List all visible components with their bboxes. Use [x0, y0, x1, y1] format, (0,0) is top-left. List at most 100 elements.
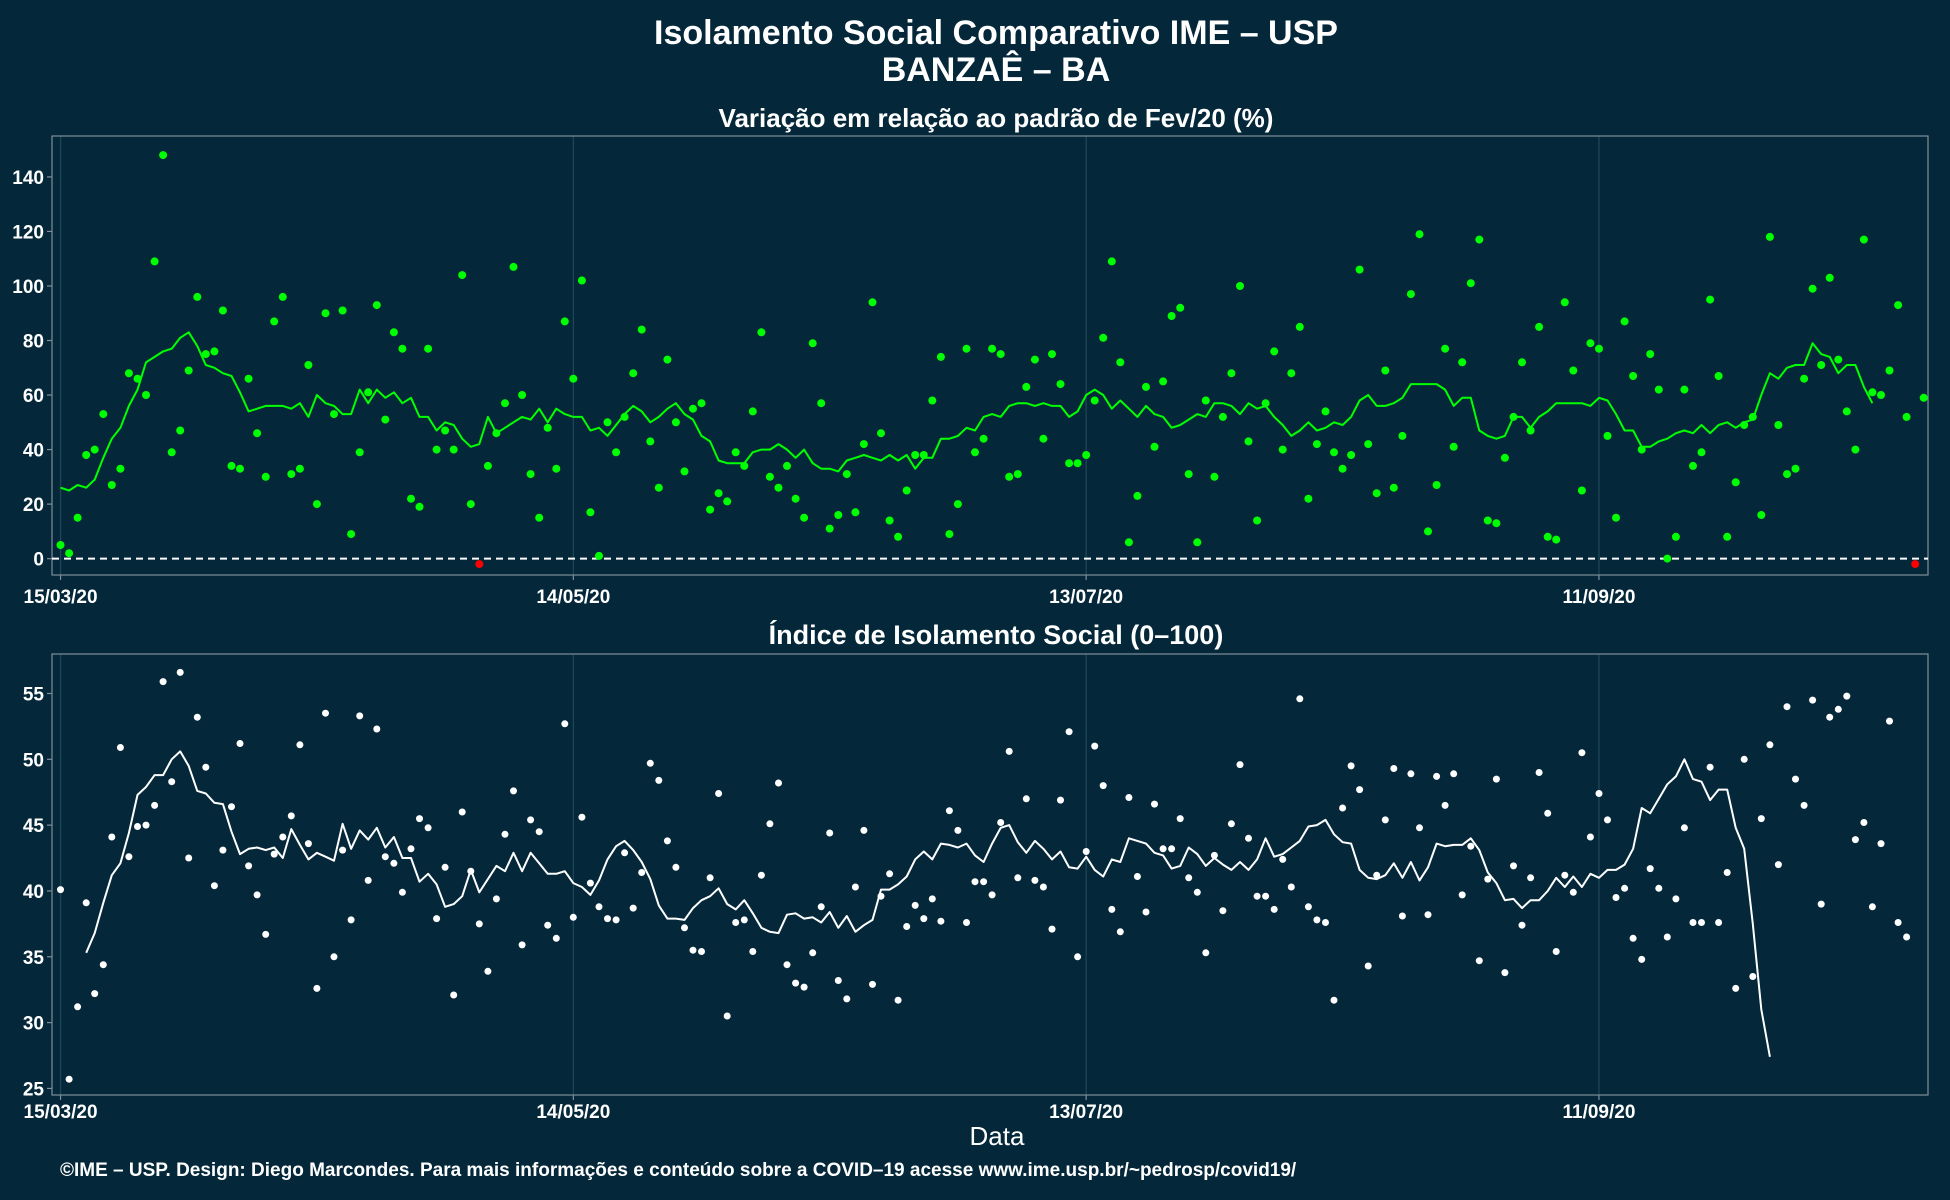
data-point: [1124, 538, 1133, 547]
data-point: [185, 854, 193, 862]
data-point: [458, 808, 466, 816]
data-point: [1082, 848, 1090, 855]
data-point: [150, 257, 159, 266]
data-point: [1612, 513, 1620, 522]
data-point: [612, 916, 620, 924]
panel-title: Variação em relação ao padrão de Fev/20 …: [719, 103, 1274, 133]
data-point: [372, 301, 381, 310]
y-tick-label: 80: [23, 332, 44, 353]
data-point: [398, 888, 406, 896]
data-point: [681, 924, 688, 932]
data-point: [894, 532, 903, 541]
data-point: [1792, 775, 1799, 783]
data-point: [74, 1003, 82, 1011]
data-point: [1381, 816, 1389, 824]
data-point: [492, 895, 500, 903]
data-point: [1244, 437, 1253, 446]
data-point: [1510, 862, 1517, 870]
data-point: [535, 828, 543, 836]
data-point: [1894, 301, 1903, 310]
data-point: [1544, 809, 1552, 817]
data-point: [1560, 298, 1569, 307]
data-point: [1270, 347, 1279, 356]
data-point: [1048, 925, 1056, 933]
data-point: [1168, 845, 1176, 853]
data-point: [1185, 874, 1193, 882]
data-point: [1877, 391, 1885, 399]
data-point: [749, 948, 757, 955]
data-point: [1740, 421, 1749, 429]
data-point: [1629, 934, 1637, 942]
data-point: [1057, 796, 1064, 804]
data-point: [1509, 412, 1518, 421]
data-point: [1851, 836, 1859, 844]
data-point: [1663, 554, 1672, 563]
data-point: [1800, 801, 1808, 809]
data-point: [1065, 728, 1073, 736]
data-point: [1757, 511, 1766, 519]
x-tick-label: 15/03/20: [24, 587, 98, 608]
data-point: [860, 826, 868, 834]
x-tick-label: 13/07/20: [1049, 587, 1123, 608]
data-point: [1210, 472, 1219, 481]
data-point: [1868, 903, 1876, 911]
data-point: [287, 470, 296, 479]
data-point: [1048, 350, 1056, 359]
data-point: [783, 461, 791, 470]
data-point: [381, 415, 390, 424]
data-point: [184, 366, 193, 375]
data-point: [1748, 412, 1757, 421]
data-point: [1757, 815, 1765, 823]
data-point: [903, 923, 911, 930]
data-point: [65, 1075, 73, 1083]
data-point: [142, 391, 150, 399]
data-point: [1193, 538, 1202, 547]
data-point: [783, 961, 791, 969]
data-point: [1595, 790, 1603, 797]
data-point: [1364, 440, 1373, 449]
data-point: [1082, 451, 1091, 459]
data-point: [1595, 344, 1603, 353]
data-point: [407, 845, 415, 853]
data-point: [1150, 442, 1159, 451]
data-point: [1518, 358, 1526, 367]
data-point: [766, 820, 774, 828]
data-point: [817, 903, 825, 911]
data-point: [1894, 919, 1902, 926]
data-point: [638, 869, 646, 876]
data-point: [1877, 840, 1885, 848]
data-point: [57, 886, 64, 894]
data-point: [424, 824, 432, 832]
data-point: [869, 980, 876, 988]
data-point: [201, 350, 210, 359]
data-point: [1484, 875, 1492, 883]
data-point: [1501, 969, 1509, 977]
data-point: [1689, 919, 1697, 926]
data-point: [1569, 888, 1577, 896]
y-tick-label: 100: [12, 277, 44, 298]
data-point: [1013, 470, 1022, 479]
data-point: [774, 483, 783, 492]
data-point: [612, 448, 621, 457]
data-point: [124, 369, 133, 378]
data-point: [510, 787, 517, 795]
data-point: [1851, 445, 1860, 454]
data-point: [1227, 369, 1236, 378]
data-point: [1236, 761, 1244, 769]
data-point: [527, 816, 535, 824]
data-point: [1065, 459, 1074, 468]
data-point: [1355, 265, 1364, 274]
data-point: [1783, 470, 1791, 479]
data-point: [1902, 412, 1911, 421]
data-point: [416, 815, 423, 823]
data-point: [1433, 772, 1441, 780]
data-point: [407, 494, 415, 503]
data-point: [1432, 481, 1441, 489]
data-point: [1441, 344, 1450, 353]
data-point: [210, 347, 219, 356]
data-point: [1030, 355, 1039, 364]
y-tick-label: 30: [23, 1014, 44, 1035]
data-point: [1903, 933, 1911, 941]
data-point: [1638, 955, 1646, 963]
